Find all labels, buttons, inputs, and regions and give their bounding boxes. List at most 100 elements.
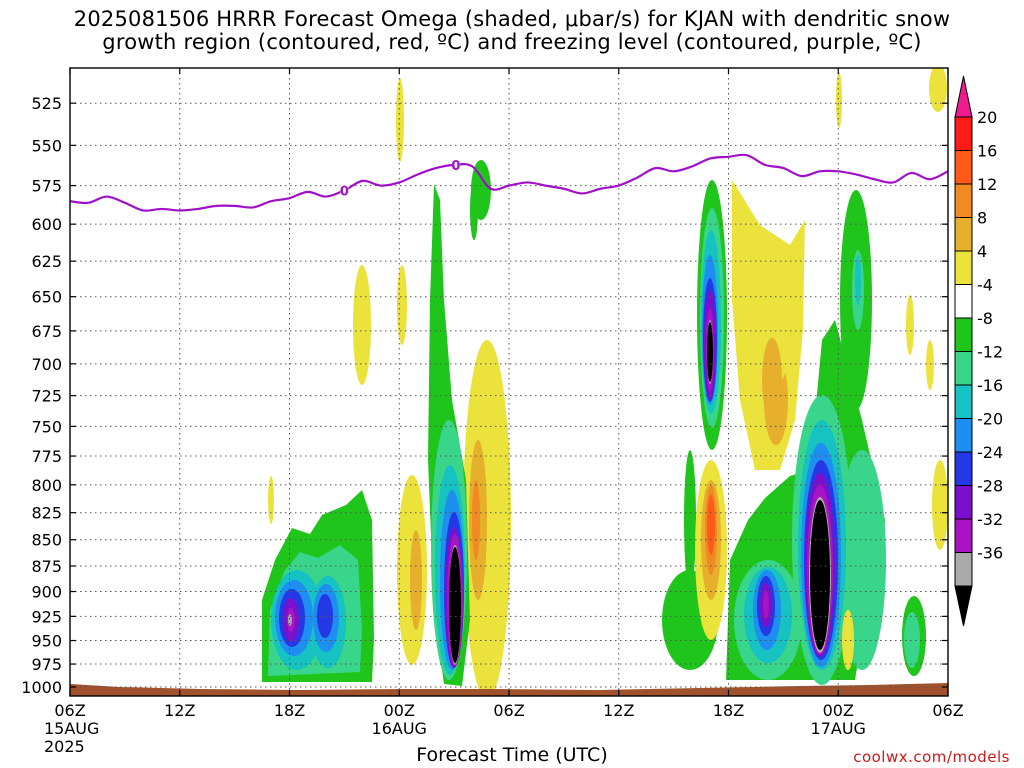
colorbar-label: -20 xyxy=(977,410,1003,429)
x-tick-sublabel: 16AUG xyxy=(372,719,427,738)
colorbar-label: -32 xyxy=(977,510,1003,529)
omega-shade xyxy=(396,78,404,162)
freezing-level-contour: 00 xyxy=(70,153,948,212)
omega-shade xyxy=(470,180,478,240)
colorbar-segment xyxy=(954,518,973,553)
omega-shade xyxy=(932,460,948,550)
omega-shade xyxy=(410,530,422,630)
omega-shade xyxy=(810,500,830,650)
omega-shade xyxy=(472,480,480,560)
colorbar-top-arrow xyxy=(954,75,973,118)
y-tick-label: 600 xyxy=(31,215,62,234)
x-tick-label: 06Z xyxy=(493,701,524,720)
colorbar-segment xyxy=(954,116,973,151)
y-tick-label: 775 xyxy=(31,447,62,466)
x-tick-label: 18Z xyxy=(274,701,305,720)
y-tick-label: 975 xyxy=(31,655,62,674)
omega-shade xyxy=(748,270,792,390)
colorbar-segment xyxy=(954,351,973,386)
colorbar-label: 8 xyxy=(977,209,987,228)
y-tick-label: 525 xyxy=(31,94,62,113)
colorbar-label: 12 xyxy=(977,175,997,194)
omega-shade xyxy=(836,72,842,128)
y-tick-label: 700 xyxy=(31,355,62,374)
colorbar-segment xyxy=(954,150,973,185)
y-tick-label: 550 xyxy=(31,136,62,155)
y-tick-label: 925 xyxy=(31,607,62,626)
omega-shading xyxy=(70,68,948,696)
x-tick-label: 06Z xyxy=(932,701,963,720)
colorbar-segment xyxy=(954,317,973,352)
omega-shade xyxy=(707,495,715,555)
x-tick-label: 12Z xyxy=(603,701,634,720)
colorbar-segment xyxy=(954,552,973,587)
omega-shade xyxy=(906,295,914,355)
omega-shade xyxy=(268,476,274,524)
x-tick-sublabel: 17AUG xyxy=(811,719,866,738)
colorbar-label: 4 xyxy=(977,242,987,261)
colorbar-segment xyxy=(954,217,973,252)
credit-text: coolwx.com/models xyxy=(853,748,1010,766)
freezing-level-label-bg xyxy=(340,184,349,197)
grid xyxy=(70,68,948,696)
freezing-level-label: 0 xyxy=(340,184,349,199)
omega-shade xyxy=(353,265,371,385)
x-tick-sublabel: 15AUG xyxy=(44,719,99,738)
x-tick-sublabel: 2025 xyxy=(44,737,85,756)
x-tick-label: 06Z xyxy=(54,701,85,720)
colorbar-segment xyxy=(954,250,973,285)
y-tick-label: 950 xyxy=(31,632,62,651)
y-tick-label: 625 xyxy=(31,252,62,271)
y-tick-label: 850 xyxy=(31,531,62,550)
colorbar-label: -16 xyxy=(977,376,1003,395)
omega-shade xyxy=(842,610,854,670)
omega-shade xyxy=(929,68,947,112)
colorbar-bottom-arrow xyxy=(954,585,973,627)
title-line-2: growth region (contoured, red, ºC) and f… xyxy=(102,30,922,54)
x-axis-label: Forecast Time (UTC) xyxy=(416,744,608,766)
colorbar-segment xyxy=(954,284,973,319)
y-tick-label: 725 xyxy=(31,387,62,406)
omega-shade xyxy=(763,591,769,619)
freezing-level-label: 0 xyxy=(451,159,460,174)
y-tick-label: 900 xyxy=(31,583,62,602)
omega-shade xyxy=(904,612,920,668)
colorbar-segment xyxy=(954,485,973,520)
omega-shade xyxy=(397,265,407,345)
colorbar-label: -36 xyxy=(977,544,1003,563)
colorbar-segment xyxy=(954,384,973,419)
y-tick-label: 675 xyxy=(31,322,62,341)
omega-shade xyxy=(449,547,461,663)
omega-shade xyxy=(707,322,713,382)
y-tick-label: 575 xyxy=(31,177,62,196)
colorbar-label: -28 xyxy=(977,477,1003,496)
freezing-level-line xyxy=(70,153,948,212)
colorbar-label: 16 xyxy=(977,142,997,161)
colorbar-segment xyxy=(954,418,973,453)
x-tick-label: 12Z xyxy=(164,701,195,720)
omega-shade xyxy=(926,340,934,390)
x-tick-label: 18Z xyxy=(713,701,744,720)
y-axis: 525 550 575 600 625 650 675 700 725 750 775 800 825 8… xyxy=(21,94,948,697)
colorbar-label: 20 xyxy=(977,108,997,127)
colorbar-segment xyxy=(954,183,973,218)
freezing-level-label-bg xyxy=(451,159,460,172)
y-tick-label: 750 xyxy=(31,417,62,436)
colorbar-label: -24 xyxy=(977,443,1003,462)
y-tick-label: 875 xyxy=(31,557,62,576)
x-tick-label: 00Z xyxy=(823,701,854,720)
omega-shade xyxy=(855,255,861,305)
y-tick-label: 800 xyxy=(31,476,62,495)
y-tick-label: 825 xyxy=(31,504,62,523)
colorbar-label: -12 xyxy=(977,343,1003,362)
title-line-1: 2025081506 HRRR Forecast Omega (shaded, … xyxy=(73,7,951,31)
colorbar: 20 16 12 8 4 -4 -8 -12 -16 -20 -24 -28 -32 -36 xyxy=(954,75,1003,627)
chart-title: 2025081506 HRRR Forecast Omega (shaded, … xyxy=(0,8,1024,54)
colorbar-label: -8 xyxy=(977,309,993,328)
x-tick-label: 00Z xyxy=(384,701,415,720)
y-tick-label: 1000 xyxy=(21,678,62,697)
y-tick-label: 650 xyxy=(31,288,62,307)
omega-shade xyxy=(684,450,696,590)
